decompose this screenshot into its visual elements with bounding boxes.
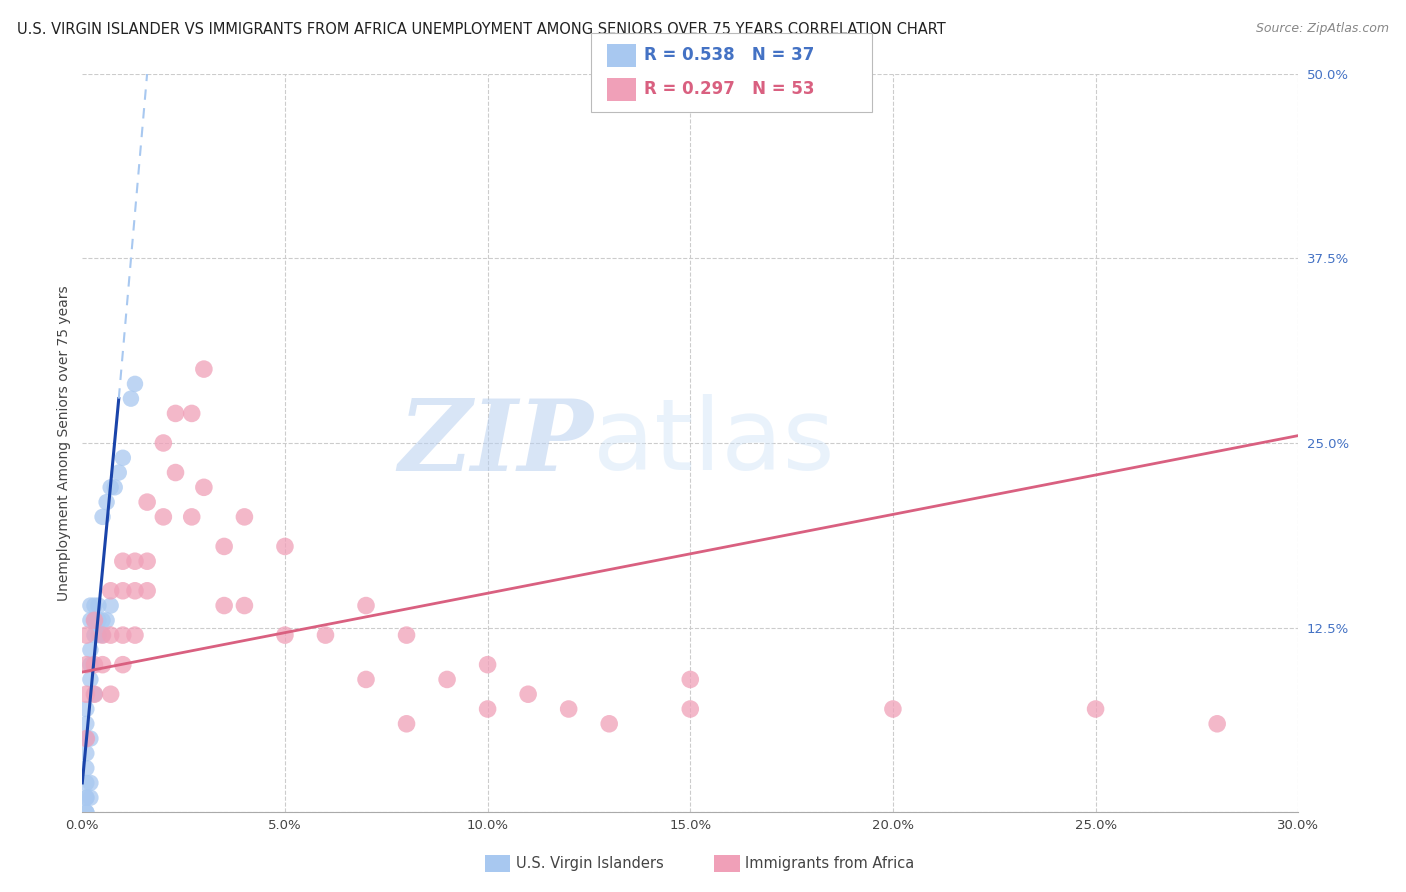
Point: [79, 790, 101, 805]
Point: [83, 599, 105, 613]
Point: [233, 599, 256, 613]
Point: [598, 716, 620, 731]
Point: [75, 731, 97, 746]
Point: [679, 702, 702, 716]
Point: [83, 657, 105, 672]
Text: R = 0.538   N = 37: R = 0.538 N = 37: [644, 46, 814, 64]
Point: [212, 599, 235, 613]
Text: Immigrants from Africa: Immigrants from Africa: [745, 856, 914, 871]
Point: [100, 687, 122, 701]
Text: R = 0.297   N = 53: R = 0.297 N = 53: [644, 80, 814, 98]
Point: [91, 628, 114, 642]
Point: [75, 687, 97, 701]
Point: [517, 687, 540, 701]
Point: [91, 509, 114, 524]
Point: [882, 702, 904, 716]
Point: [165, 406, 187, 420]
Point: [477, 657, 499, 672]
Point: [165, 466, 187, 480]
Point: [120, 392, 142, 406]
Point: [395, 716, 418, 731]
Point: [87, 599, 110, 613]
Point: [91, 628, 114, 642]
Point: [91, 613, 114, 627]
Point: [79, 776, 101, 790]
Point: [274, 540, 297, 554]
Point: [124, 554, 146, 568]
Point: [79, 643, 101, 657]
Text: ZIP: ZIP: [398, 395, 593, 491]
Point: [83, 687, 105, 701]
Point: [111, 450, 134, 465]
Point: [79, 657, 101, 672]
Point: [274, 628, 297, 642]
Point: [75, 805, 97, 820]
Point: [75, 731, 97, 746]
Point: [124, 628, 146, 642]
Point: [100, 628, 122, 642]
Point: [75, 805, 97, 820]
Point: [152, 509, 174, 524]
Point: [679, 673, 702, 687]
Point: [100, 480, 122, 494]
Point: [193, 362, 215, 376]
Point: [100, 583, 122, 598]
Y-axis label: Unemployment Among Seniors over 75 years: Unemployment Among Seniors over 75 years: [58, 285, 72, 601]
Point: [75, 776, 97, 790]
Point: [75, 716, 97, 731]
Text: Source: ZipAtlas.com: Source: ZipAtlas.com: [1256, 22, 1389, 36]
Point: [354, 599, 377, 613]
Point: [75, 747, 97, 761]
Point: [75, 790, 97, 805]
Point: [124, 583, 146, 598]
Text: U.S. Virgin Islanders: U.S. Virgin Islanders: [516, 856, 664, 871]
Point: [136, 495, 159, 509]
Point: [96, 613, 118, 627]
Point: [111, 628, 134, 642]
Point: [152, 436, 174, 450]
Point: [75, 761, 97, 775]
Point: [354, 673, 377, 687]
Point: [83, 613, 105, 627]
Point: [87, 628, 110, 642]
Point: [314, 628, 336, 642]
Point: [79, 613, 101, 627]
Point: [104, 480, 127, 494]
Point: [395, 628, 418, 642]
Point: [75, 628, 97, 642]
Point: [124, 376, 146, 391]
Point: [107, 466, 129, 480]
Point: [1206, 716, 1229, 731]
Point: [193, 480, 215, 494]
Point: [79, 731, 101, 746]
Point: [96, 495, 118, 509]
Point: [91, 657, 114, 672]
Point: [477, 702, 499, 716]
Point: [180, 406, 202, 420]
Point: [180, 509, 202, 524]
Point: [1084, 702, 1107, 716]
Point: [212, 540, 235, 554]
Point: [83, 613, 105, 627]
Point: [111, 554, 134, 568]
Point: [75, 657, 97, 672]
Point: [75, 702, 97, 716]
Point: [136, 554, 159, 568]
Text: atlas: atlas: [593, 394, 835, 491]
Point: [79, 599, 101, 613]
Point: [75, 790, 97, 805]
Point: [111, 657, 134, 672]
Point: [436, 673, 458, 687]
Point: [557, 702, 579, 716]
Point: [87, 613, 110, 627]
Point: [83, 628, 105, 642]
Text: U.S. VIRGIN ISLANDER VS IMMIGRANTS FROM AFRICA UNEMPLOYMENT AMONG SENIORS OVER 7: U.S. VIRGIN ISLANDER VS IMMIGRANTS FROM …: [17, 22, 946, 37]
Point: [83, 687, 105, 701]
Point: [136, 583, 159, 598]
Point: [100, 599, 122, 613]
Point: [111, 583, 134, 598]
Point: [233, 509, 256, 524]
Point: [79, 673, 101, 687]
